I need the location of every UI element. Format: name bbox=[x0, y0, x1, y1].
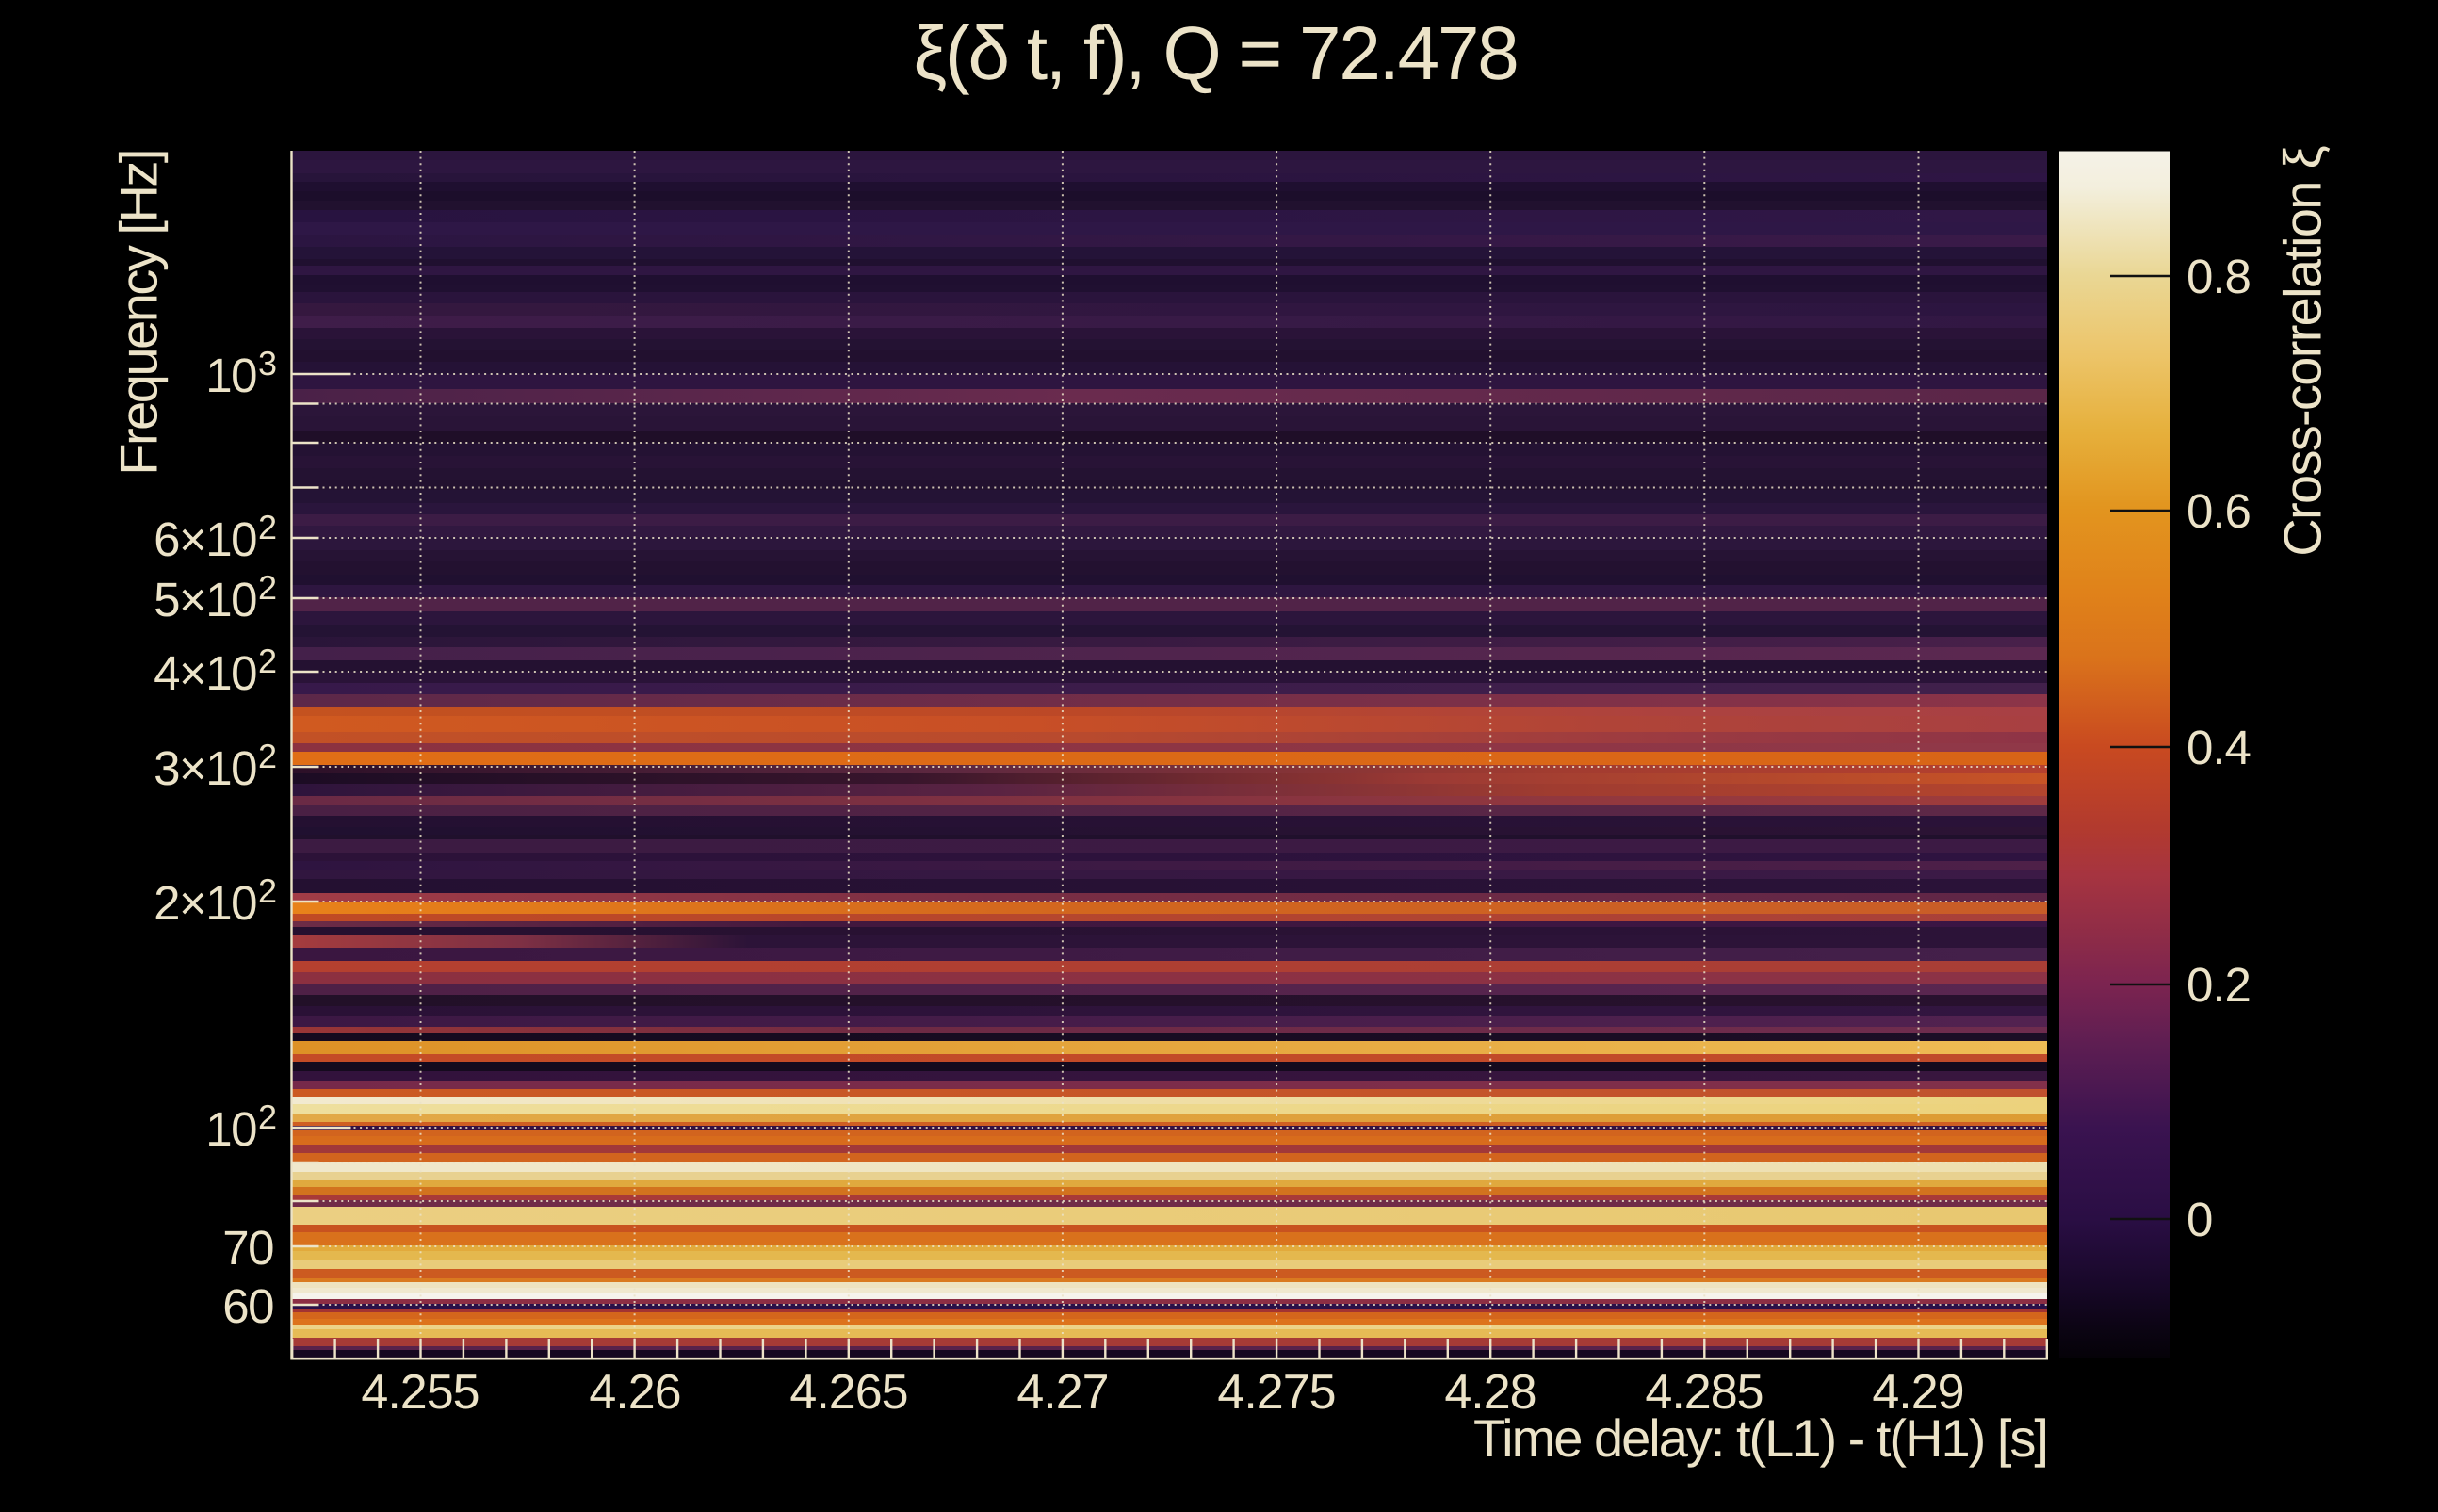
svg-text:4.28: 4.28 bbox=[1444, 1365, 1536, 1420]
svg-text:0.6: 0.6 bbox=[2186, 484, 2251, 538]
svg-text:6×10: 6×10 bbox=[154, 512, 256, 566]
svg-text:3: 3 bbox=[258, 344, 277, 382]
svg-text:ξ(δ t, f), Q = 72.478: ξ(δ t, f), Q = 72.478 bbox=[913, 11, 1517, 95]
svg-text:4.29: 4.29 bbox=[1872, 1365, 1963, 1420]
svg-text:Frequency [Hz]: Frequency [Hz] bbox=[109, 151, 169, 476]
svg-text:Time delay: t(L1) - t(H1) [s]: Time delay: t(L1) - t(H1) [s] bbox=[1473, 1408, 2047, 1468]
svg-text:4.275: 4.275 bbox=[1217, 1365, 1335, 1420]
svg-text:5×10: 5×10 bbox=[154, 573, 256, 626]
svg-text:3×10: 3×10 bbox=[154, 741, 256, 795]
svg-text:0: 0 bbox=[2186, 1193, 2212, 1246]
svg-text:60: 60 bbox=[222, 1279, 273, 1333]
svg-text:4.26: 4.26 bbox=[589, 1365, 680, 1420]
svg-text:2: 2 bbox=[258, 871, 277, 910]
svg-text:2: 2 bbox=[258, 508, 277, 546]
svg-text:2: 2 bbox=[258, 737, 277, 775]
svg-text:4.285: 4.285 bbox=[1645, 1365, 1763, 1420]
svg-text:0.4: 0.4 bbox=[2186, 721, 2251, 774]
svg-text:0.2: 0.2 bbox=[2186, 958, 2251, 1012]
svg-text:4.265: 4.265 bbox=[789, 1365, 907, 1420]
svg-text:0.8: 0.8 bbox=[2186, 250, 2251, 303]
svg-text:Cross-correlation ξ: Cross-correlation ξ bbox=[2273, 146, 2332, 556]
svg-text:4.27: 4.27 bbox=[1016, 1365, 1108, 1420]
svg-text:2: 2 bbox=[258, 1097, 277, 1136]
svg-text:10: 10 bbox=[205, 1102, 256, 1156]
svg-text:2: 2 bbox=[258, 568, 277, 607]
svg-text:4.255: 4.255 bbox=[361, 1365, 479, 1420]
svg-text:4×10: 4×10 bbox=[154, 646, 256, 700]
svg-text:70: 70 bbox=[222, 1221, 273, 1275]
svg-text:2: 2 bbox=[258, 642, 277, 680]
svg-text:2×10: 2×10 bbox=[154, 876, 256, 930]
svg-text:10: 10 bbox=[205, 349, 256, 402]
